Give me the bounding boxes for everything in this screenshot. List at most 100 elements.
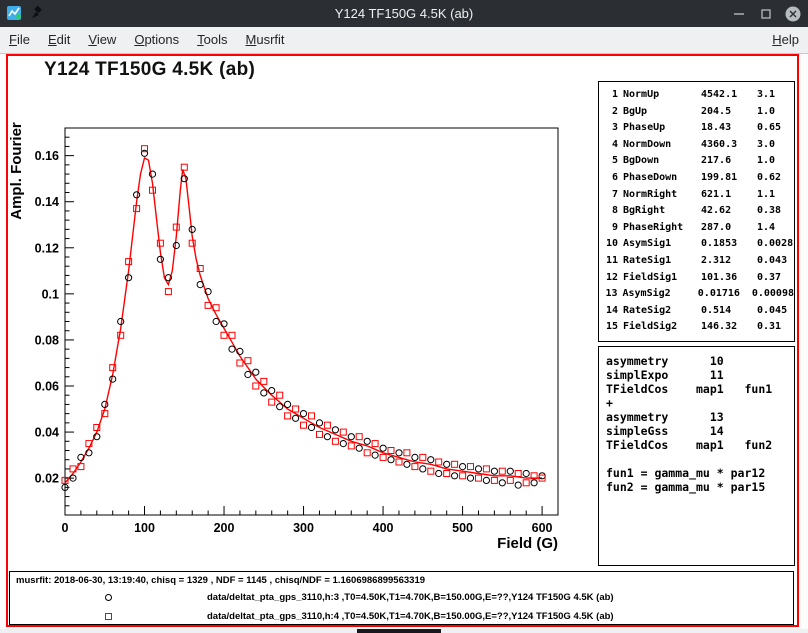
svg-text:200: 200 [214,521,235,535]
param-idx: 5 [603,153,618,170]
param-row: 1NormUp4542.13.1 [603,87,794,104]
param-name: FieldSig1 [623,270,701,287]
theory-line: fun1 = gamma_mu * par12 [606,466,794,480]
theory-line: TFieldCos map1 fun2 [606,438,794,452]
param-val: 42.62 [701,203,757,220]
svg-text:0.06: 0.06 [35,380,59,394]
legend-label: data/deltat_pta_gps_3110,h:3 ,T0=4.50K,T… [207,592,614,603]
param-idx: 13 [603,286,617,303]
bottom-edge [0,629,808,633]
param-val: 287.0 [701,220,757,237]
theory-line: asymmetry 10 [606,354,794,368]
param-idx: 4 [603,137,618,154]
minimize-button[interactable] [729,4,748,23]
param-val: 18.43 [701,120,757,137]
param-err: 1.0 [757,153,794,170]
svg-text:500: 500 [452,521,473,535]
param-err: 0.62 [757,170,794,187]
param-idx: 11 [603,253,618,270]
theory-pad: asymmetry 10simplExpo 11TFieldCos map1 f… [598,346,795,566]
menu-tools[interactable]: Tools [188,27,236,53]
theory-line: + [606,396,794,410]
param-name: RateSig1 [623,253,701,270]
svg-text:0.16: 0.16 [35,149,59,163]
param-val: 621.1 [701,187,757,204]
root-canvas: 01002003004005006000.020.040.060.080.10.… [6,54,799,627]
menu-file[interactable]: File [0,27,39,53]
param-err: 0.38 [757,203,794,220]
svg-text:0.08: 0.08 [35,333,59,347]
param-row: 8BgRight42.620.38 [603,203,794,220]
param-err: 1.4 [757,220,794,237]
param-val: 2.312 [701,253,757,270]
param-name: NormDown [623,137,701,154]
menu-options[interactable]: Options [125,27,188,53]
circle-marker-icon [105,594,112,601]
param-err: 0.37 [757,270,794,287]
x-axis-title: Field (G) [497,535,558,552]
y-axis-title: Ampl. Fourier [8,122,25,220]
param-name: PhaseRight [623,220,701,237]
param-name: BgDown [623,153,701,170]
app-window: Y124 TF150G 4.5K (ab) FileEditViewOption… [0,0,808,633]
param-err: 0.00098 [752,286,794,303]
param-name: NormUp [623,87,701,104]
theory-line: asymmetry 13 [606,410,794,424]
param-name: AsymSig2 [622,286,697,303]
taskbar-peek [357,629,441,633]
param-row: 13AsymSig20.017160.00098 [603,286,794,303]
param-val: 4542.1 [701,87,757,104]
param-name: NormRight [623,187,701,204]
menu-edit[interactable]: Edit [39,27,79,53]
svg-text:0.02: 0.02 [35,472,59,486]
param-name: FieldSig2 [623,319,701,336]
param-err: 1.1 [757,187,794,204]
svg-text:0.1: 0.1 [42,287,59,301]
theory-line [606,452,794,466]
param-name: BgUp [623,104,701,121]
param-row: 7 NormRight621.11.1 [603,187,794,204]
svg-text:0.14: 0.14 [35,195,59,209]
param-idx: 12 [603,270,618,287]
svg-text:0.04: 0.04 [35,426,59,440]
maximize-button[interactable] [756,4,775,23]
theory-line: fun2 = gamma_mu * par15 [606,480,794,494]
close-icon [784,5,802,23]
stats-pad: musrfit: 2018-06-30, 13:19:40, chisq = 1… [9,571,794,625]
menu-items: FileEditViewOptionsToolsMusrfit [0,27,294,53]
menu-help[interactable]: Help [763,27,808,53]
param-val: 204.5 [701,104,757,121]
param-idx: 3 [603,120,618,137]
param-name: PhaseUp [623,120,701,137]
param-row: 15FieldSig2146.320.31 [603,319,794,336]
param-idx: 14 [603,303,618,320]
theory-line: TFieldCos map1 fun1 [606,382,794,396]
param-err: 3.1 [757,87,794,104]
param-idx: 10 [603,236,618,253]
square-marker-icon [105,613,112,620]
plot-title: Y124 TF150G 4.5K (ab) [44,59,255,81]
theory-line: simpleGss 14 [606,424,794,438]
minimize-icon [730,5,748,23]
menu-musrfit[interactable]: Musrfit [237,27,294,53]
param-val: 146.32 [701,319,757,336]
svg-text:400: 400 [373,521,394,535]
param-idx: 9 [603,220,618,237]
param-err: 0.31 [757,319,794,336]
legend-label: data/deltat_pta_gps_3110,h:4 ,T0=4.50K,T… [207,611,614,622]
svg-text:0.12: 0.12 [35,241,59,255]
param-row: 4NormDown4360.33.0 [603,137,794,154]
theory-line: simplExpo 11 [606,368,794,382]
window-title: Y124 TF150G 4.5K (ab) [0,6,808,21]
param-row: 10AsymSig10.18530.0028 [603,236,794,253]
param-name: RateSig2 [623,303,701,320]
param-err: 3.0 [757,137,794,154]
param-err: 0.65 [757,120,794,137]
menu-view[interactable]: View [79,27,125,53]
param-idx: 7 [603,187,618,204]
param-val: 199.81 [701,170,757,187]
close-button[interactable] [783,4,802,23]
param-row: 6PhaseDown199.810.62 [603,170,794,187]
legend-entry: data/deltat_pta_gps_3110,h:4 ,T0=4.50K,T… [10,608,793,627]
title-bar[interactable]: Y124 TF150G 4.5K (ab) [0,0,808,27]
